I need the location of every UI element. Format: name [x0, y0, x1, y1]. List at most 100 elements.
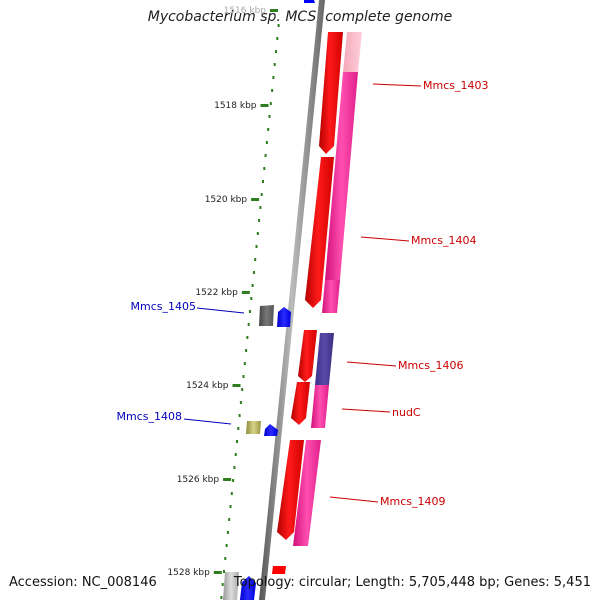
minor-tick — [233, 466, 236, 469]
minor-tick — [223, 570, 225, 573]
cog-block — [246, 421, 261, 434]
minor-tick — [256, 232, 259, 235]
scale-tick-label: 1526 kbp — [177, 475, 220, 485]
cog-block — [343, 32, 362, 72]
label-leader — [360, 236, 410, 242]
scale-ticks: 1516 kbp 1518 kbp 1520 kbp 1522 kbp 1524 kbp… — [167, 6, 278, 578]
minor-tick — [226, 531, 229, 534]
gene-arrow — [305, 157, 334, 308]
cog-block — [322, 280, 340, 313]
scale-tick-label: 1524 kbp — [186, 381, 229, 391]
accession-text: Accession: NC_008146 — [9, 575, 157, 590]
minor-tick — [250, 297, 253, 300]
gene-label: Mmcs_1405 — [131, 300, 196, 313]
minor-tick — [268, 115, 271, 118]
minor-tick — [276, 37, 279, 40]
minor-tick — [260, 193, 263, 196]
minor-tick — [245, 349, 248, 352]
gene-labels: Mmcs_1403 Mmcs_1404 Mmcs_1405 Mmcs_1406 … — [117, 79, 489, 508]
minor-tick — [273, 63, 276, 66]
major-tick — [213, 571, 222, 574]
gene-arrow — [304, 0, 315, 3]
minor-tick — [224, 557, 227, 560]
cog-block — [311, 385, 329, 428]
minor-tick — [251, 284, 254, 287]
minor-tick — [241, 388, 244, 391]
minor-tick — [221, 583, 224, 586]
minor-tick — [247, 323, 250, 326]
gene-arrow — [291, 382, 310, 425]
major-tick — [251, 198, 260, 201]
major-tick — [223, 478, 232, 481]
minor-tick — [255, 245, 258, 248]
minor-tick — [237, 427, 240, 430]
minor-tick — [228, 518, 231, 521]
minor-tick — [272, 76, 275, 79]
topology-text: Topology: circular; Length: 5,705,448 bp… — [233, 575, 591, 590]
cog-block — [325, 72, 358, 280]
minor-tick — [230, 492, 233, 495]
minor-tick — [238, 414, 241, 417]
gene-label: nudC — [392, 406, 421, 419]
gene-arrow — [298, 330, 317, 382]
genome-backbone — [259, 0, 325, 600]
minor-tick — [258, 219, 261, 222]
label-leader — [196, 307, 245, 314]
gene-label: Mmcs_1404 — [411, 234, 476, 247]
minor-tick — [239, 401, 242, 404]
gene-label: Mmcs_1403 — [423, 79, 488, 92]
gene-label: Mmcs_1406 — [398, 359, 463, 372]
major-tick — [260, 104, 269, 107]
cog-block — [293, 440, 321, 546]
minor-tick — [236, 440, 238, 443]
minor-tick — [225, 544, 228, 547]
minor-tick — [234, 453, 237, 456]
scale-tick-label: 1520 kbp — [205, 195, 248, 205]
map-title: Mycobacterium sp. MCS, complete genome — [147, 9, 453, 25]
minor-tick-track — [220, 24, 280, 599]
minor-tick — [275, 50, 277, 53]
minor-tick — [242, 375, 245, 378]
minor-tick — [246, 336, 249, 339]
minor-tick — [254, 258, 257, 261]
label-leader — [329, 496, 379, 503]
minor-tick — [265, 141, 268, 144]
gene-label: Mmcs_1408 — [117, 410, 182, 423]
major-tick — [270, 9, 278, 12]
cog-block — [315, 333, 334, 385]
minor-tick — [249, 310, 251, 313]
forward-strand-track — [272, 32, 362, 574]
scale-tick-label: 1522 kbp — [195, 288, 238, 298]
minor-tick — [259, 206, 262, 209]
minor-tick — [232, 479, 235, 482]
minor-tick — [262, 180, 264, 183]
scale-tick-label: 1518 kbp — [214, 101, 257, 111]
cog-block — [259, 305, 274, 326]
minor-tick — [263, 167, 266, 170]
gene-arrow — [277, 440, 304, 540]
major-tick — [232, 384, 241, 387]
minor-tick — [267, 128, 270, 131]
major-tick — [241, 291, 250, 294]
label-leader — [341, 408, 391, 413]
minor-tick — [243, 362, 246, 365]
minor-tick — [264, 154, 267, 157]
gene-arrow — [272, 566, 286, 574]
label-leader — [372, 83, 422, 87]
scale-tick-label: 1516 kbp — [224, 6, 267, 16]
minor-tick — [271, 89, 274, 92]
minor-tick — [220, 596, 223, 599]
gene-label: Mmcs_1409 — [380, 495, 445, 508]
label-leader — [183, 418, 232, 425]
gene-arrow — [319, 32, 343, 154]
cog-block — [223, 572, 239, 600]
reverse-strand-track — [223, 0, 315, 600]
gene-arrow — [264, 424, 278, 436]
minor-tick — [229, 505, 232, 508]
minor-tick — [252, 271, 255, 274]
gene-arrow — [277, 307, 291, 327]
gene-arrow — [240, 576, 256, 600]
minor-tick — [277, 24, 280, 27]
label-leader — [346, 361, 397, 367]
